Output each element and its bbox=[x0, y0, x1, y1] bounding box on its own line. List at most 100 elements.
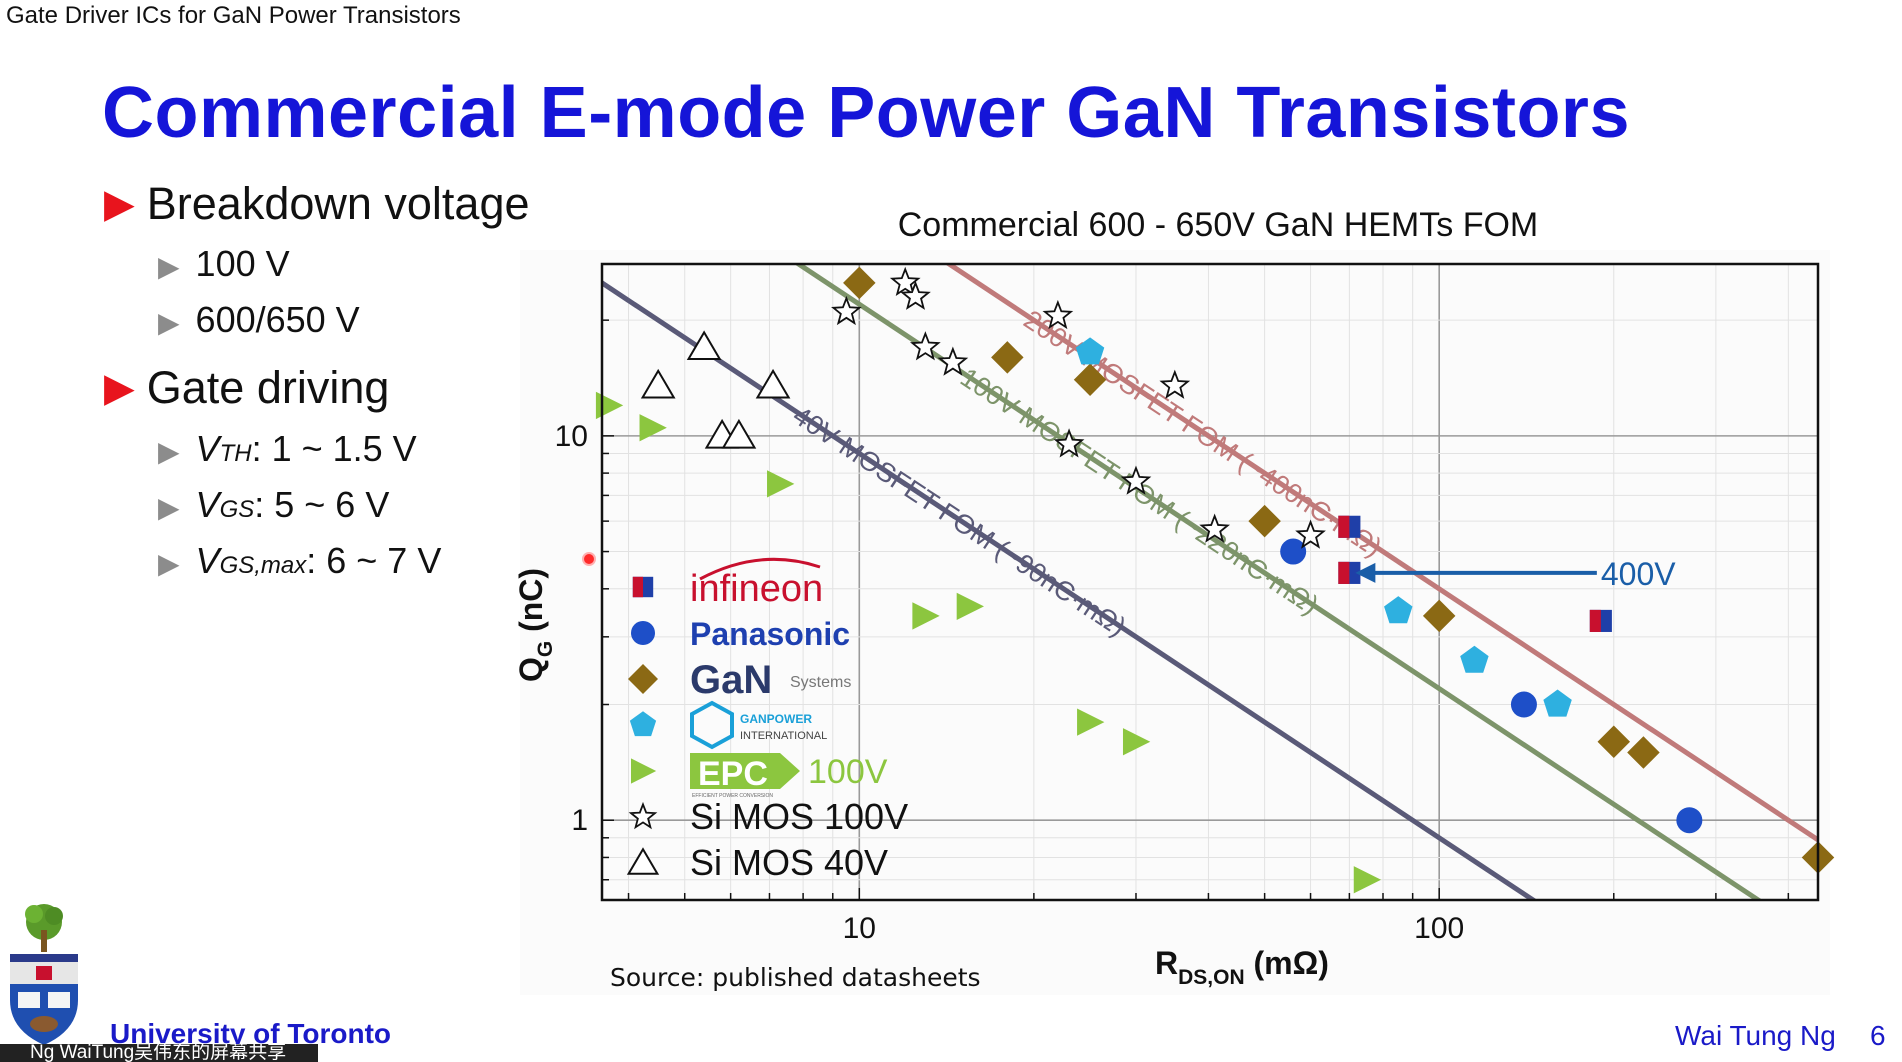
ganpower-point bbox=[1384, 596, 1413, 624]
gansystems-point bbox=[1073, 363, 1107, 396]
sub-bullet-text: 600/650 V bbox=[195, 299, 360, 340]
header-text: Gate Driver ICs for GaN Power Transistor… bbox=[6, 2, 461, 29]
sub-bullet-vgs: ▶ V GS: 5 ~ 6 V bbox=[158, 484, 389, 526]
legend-label: Si MOS 40V bbox=[690, 842, 888, 883]
simos100-point bbox=[1159, 369, 1191, 399]
epc-point bbox=[767, 470, 795, 498]
grey-bullet-icon: ▶ bbox=[158, 307, 180, 338]
marker-half-red bbox=[1338, 515, 1350, 538]
infineon-point bbox=[1338, 515, 1361, 538]
bullet-breakdown: ▶ Breakdown voltage bbox=[104, 178, 530, 230]
annotation-label: 400V bbox=[1601, 556, 1676, 592]
legend-marker bbox=[631, 621, 655, 645]
simos40-point bbox=[686, 330, 722, 360]
red-bullet-icon: ▶ bbox=[104, 182, 135, 226]
epc-point bbox=[1077, 708, 1105, 736]
infineon-logo: infineon bbox=[690, 568, 823, 610]
simos100-point bbox=[937, 346, 969, 376]
simos100-point bbox=[900, 280, 931, 310]
epc-point bbox=[956, 592, 984, 621]
sub-bullet-vth: ▶ V TH: 1 ~ 1.5 V bbox=[158, 428, 417, 470]
ganpower-point bbox=[1460, 645, 1489, 673]
epc-logo-sub: EFFICIENT POWER CONVERSION bbox=[692, 793, 773, 799]
marker-half-red bbox=[1589, 609, 1601, 632]
ganpower-logo-sub: INTERNATIONAL bbox=[740, 730, 827, 742]
chart-title: Commercial 600 - 650V GaN HEMTs FOM bbox=[898, 206, 1539, 244]
page-number: 6 bbox=[1870, 1020, 1886, 1051]
epc-point bbox=[639, 414, 667, 442]
simos100-point bbox=[889, 266, 921, 296]
ganpower-point bbox=[1543, 689, 1572, 717]
university-crest-logo bbox=[10, 904, 78, 1045]
gansystems-logo-sub: Systems bbox=[790, 674, 851, 691]
epc-legend-suffix: 100V bbox=[808, 753, 888, 791]
ganpower-logo: GANPOWER bbox=[740, 712, 812, 726]
simos100-point bbox=[1199, 513, 1231, 543]
simos100-point bbox=[831, 295, 862, 326]
legend-marker bbox=[626, 847, 660, 875]
x-tick-label: 10 bbox=[843, 912, 876, 945]
infineon-logo-swoosh bbox=[699, 557, 821, 581]
x-axis-label: RDS,ON (mΩ) bbox=[1155, 945, 1329, 989]
legend-marker bbox=[628, 801, 658, 830]
sub-bullet-text: : 5 ~ 6 V bbox=[254, 484, 390, 525]
axis-ticks: 10 100 1 10 bbox=[555, 319, 1790, 945]
simos100-point bbox=[1295, 519, 1326, 549]
gansystems-point bbox=[1627, 736, 1660, 769]
simos100-point bbox=[1120, 465, 1152, 495]
infineon-point bbox=[1338, 561, 1361, 584]
sub-bullet-text: : 6 ~ 7 V bbox=[306, 540, 442, 581]
sub-bullet: ▶ 600/650 V bbox=[158, 299, 360, 341]
bullet-label: Breakdown voltage bbox=[146, 178, 530, 229]
plot-frame bbox=[600, 262, 1820, 902]
symbol-v: V bbox=[195, 540, 220, 581]
grid bbox=[602, 264, 1818, 900]
annotation-arrowhead bbox=[1355, 562, 1376, 583]
screen-share-caption: Ng WaiTung吴伟东的屏幕共享 bbox=[0, 1044, 318, 1062]
sub-bullet-vgsmax: ▶ V GS,max: 6 ~ 7 V bbox=[158, 540, 441, 582]
fom-line bbox=[944, 264, 1818, 843]
footer-university: University of Toronto bbox=[110, 1018, 392, 1049]
infineon-point bbox=[1589, 609, 1612, 632]
source-note: Source: published datasheets bbox=[610, 963, 981, 992]
marker-half-red bbox=[1338, 561, 1350, 584]
sub-bullet-text: 100 V bbox=[195, 243, 290, 284]
grey-bullet-icon: ▶ bbox=[158, 492, 180, 523]
gansystems-point bbox=[1597, 725, 1631, 759]
laser-pointer-dot bbox=[582, 552, 596, 566]
gansystems-point bbox=[1248, 504, 1281, 538]
subscript: GS,max bbox=[219, 552, 307, 579]
y-tick-label: 10 bbox=[555, 420, 588, 453]
y-tick-label: 1 bbox=[571, 804, 588, 837]
legend-marker bbox=[632, 576, 654, 598]
simos100-point bbox=[910, 331, 941, 361]
marker-half-red bbox=[632, 576, 643, 598]
legend-marker bbox=[631, 758, 657, 784]
ganpower-logo-hex bbox=[690, 700, 734, 750]
symbol-v: V bbox=[195, 484, 220, 525]
grey-bullet-icon: ▶ bbox=[158, 436, 180, 467]
grey-bullet-icon: ▶ bbox=[158, 548, 180, 579]
simos40-point bbox=[755, 368, 791, 399]
symbol-v: V bbox=[195, 428, 220, 469]
ganpower-point bbox=[1075, 337, 1105, 365]
epc-logo: EPC bbox=[698, 755, 768, 793]
gansystems-logo: GaN bbox=[690, 658, 772, 702]
grey-bullet-icon: ▶ bbox=[158, 251, 180, 282]
x-tick-label: 100 bbox=[1414, 912, 1464, 945]
subscript: GS bbox=[219, 496, 255, 523]
bullet-gate-driving: ▶ Gate driving bbox=[104, 362, 389, 414]
footer-author: Wai Tung Ng bbox=[1675, 1020, 1836, 1051]
simos40-point bbox=[640, 368, 676, 399]
legend-marker bbox=[628, 664, 658, 694]
gansystems-point bbox=[991, 341, 1024, 374]
sub-bullet: ▶ 100 V bbox=[158, 243, 290, 285]
epc-logo-arrow bbox=[690, 753, 800, 789]
bullet-label: Gate driving bbox=[146, 362, 390, 413]
fom-line bbox=[602, 279, 1538, 900]
legend-label: Si MOS 100V bbox=[690, 796, 908, 837]
simos100-point bbox=[1042, 299, 1074, 330]
slide-title: Commercial E-mode Power GaN Transistors bbox=[102, 73, 1630, 153]
subscript: TH bbox=[219, 440, 252, 467]
